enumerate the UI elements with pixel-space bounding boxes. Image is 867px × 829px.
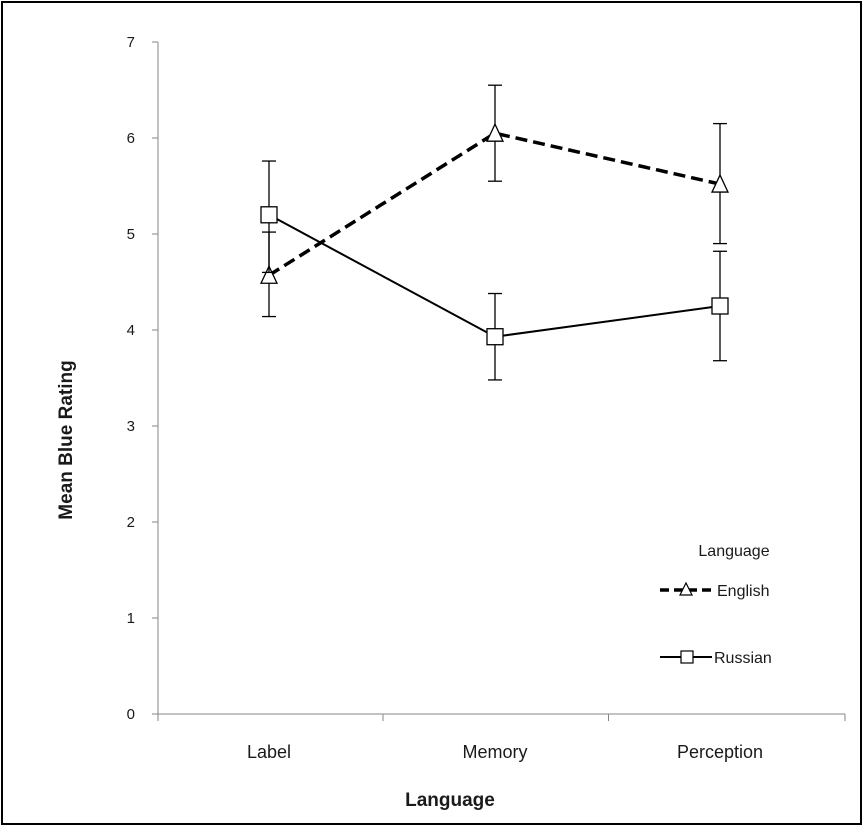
series-line [268, 131, 721, 277]
data-point-marker [710, 173, 730, 193]
y-tick-label: 6 [127, 130, 135, 147]
legend-english-label: English [717, 583, 769, 600]
y-tick-label: 4 [127, 322, 135, 339]
series-english [259, 84, 730, 318]
y-tick-label: 0 [127, 706, 135, 723]
x-axis-title: Language [405, 790, 495, 811]
series-russian [260, 160, 729, 381]
y-axis-title: Mean Blue Rating [56, 360, 77, 519]
legend-title: Language [698, 543, 769, 560]
data-point-marker [486, 328, 504, 346]
data-point-marker [485, 122, 505, 142]
legend: Language English Russian [660, 543, 772, 667]
legend-english-marker [679, 581, 693, 596]
y-tick-label: 1 [127, 610, 135, 627]
data-point-marker [260, 206, 278, 224]
legend-russian-label: Russian [714, 650, 772, 667]
y-tick-label: 7 [127, 34, 135, 51]
x-tick-label: Label [247, 742, 291, 762]
legend-russian-marker [680, 650, 694, 664]
x-tick-label: Perception [677, 742, 763, 762]
data-point-marker [259, 264, 279, 284]
series-layer [259, 84, 730, 381]
y-tick-label: 2 [127, 514, 135, 531]
y-tick-label: 5 [127, 226, 135, 243]
axes: 0 1 2 3 4 5 6 7 Label Memory Perception [127, 34, 846, 762]
x-tick-label: Memory [462, 742, 527, 762]
y-tick-label: 3 [127, 418, 135, 435]
data-point-marker [711, 297, 729, 315]
